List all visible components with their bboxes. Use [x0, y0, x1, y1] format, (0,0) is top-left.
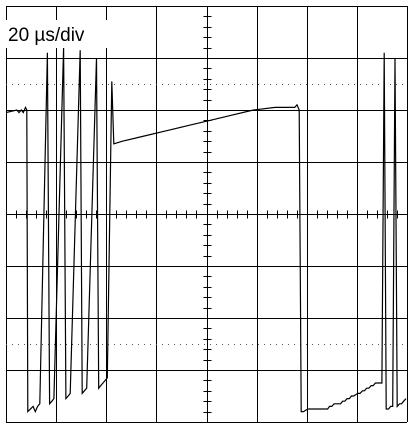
timebase-label-background: [3, 20, 111, 48]
center-axis-ticks: [6, 6, 408, 423]
timebase-label: 20 µs/div: [8, 25, 85, 46]
signal-trace: [5, 47, 407, 414]
